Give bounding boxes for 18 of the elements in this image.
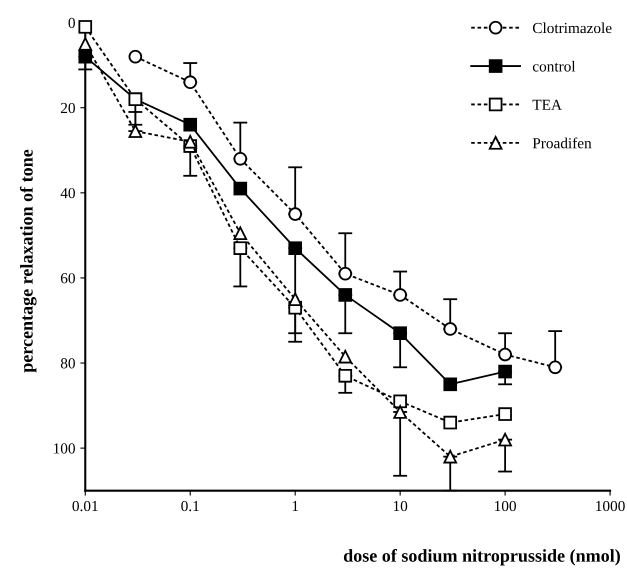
y-tick-label: 80 bbox=[60, 358, 75, 368]
x-tick-label: 0.1 bbox=[181, 500, 199, 512]
y-tick-label: 100 bbox=[54, 443, 75, 454]
x-tick-label: 0.01 bbox=[72, 500, 98, 512]
legend-label: control bbox=[532, 60, 576, 72]
x-axis-title: dose of sodium nitroprusside (nmol) bbox=[344, 548, 620, 566]
legend-label: Clotrimazole bbox=[532, 22, 612, 34]
y-axis-title: percentage relaxation of tone bbox=[20, 150, 37, 373]
y-tick-label: 20 bbox=[60, 102, 75, 114]
y-tick-label: 40 bbox=[60, 188, 75, 198]
x-tick-label: 1 bbox=[292, 500, 298, 512]
y-tick-label: 0 bbox=[68, 18, 75, 28]
x-tick-label: 100 bbox=[494, 500, 516, 512]
x-tick-label: 10 bbox=[394, 500, 408, 512]
legend-label: TEA bbox=[532, 100, 562, 110]
legend-label: Proadifen bbox=[532, 137, 592, 148]
x-tick-label: 1000 bbox=[596, 500, 625, 512]
y-tick-label: 60 bbox=[60, 273, 75, 284]
